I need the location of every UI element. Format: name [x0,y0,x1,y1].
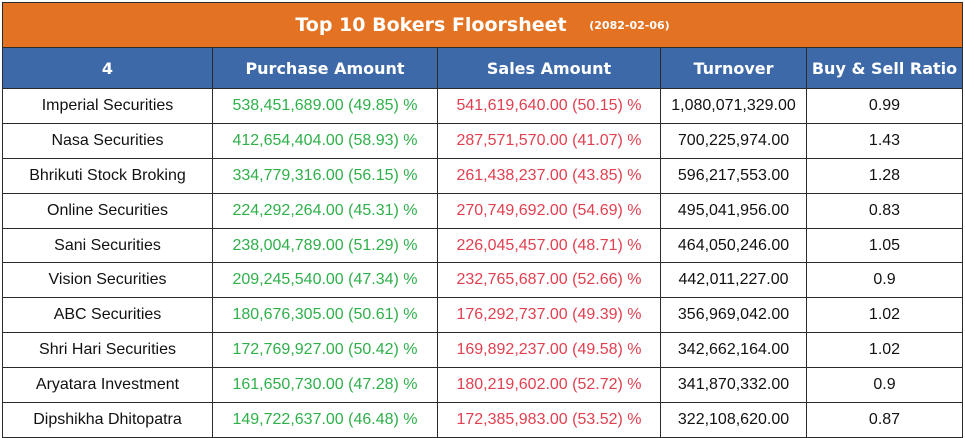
title-bar: Top 10 Bokers Floorsheet (2082-02-06) [2,2,963,48]
turnover: 442,011,227.00 [660,262,807,299]
turnover: 356,969,042.00 [660,297,807,334]
broker-name: Bhrikuti Stock Broking [2,157,213,194]
sales-amount: 176,292,737.00 (49.39) % [437,297,661,334]
buy-sell-ratio: 1.43 [806,122,963,159]
table-row: Imperial Securities 538,451,689.00 (49.8… [2,88,963,124]
header-sales-amount: Sales Amount [437,47,661,89]
broker-name: Nasa Securities [2,122,213,159]
header-purchase-amount: Purchase Amount [212,47,438,89]
turnover: 1,080,071,329.00 [660,88,807,124]
turnover: 495,041,956.00 [660,192,807,229]
broker-name: Sani Securities [2,227,213,264]
buy-sell-ratio: 0.99 [806,88,963,124]
header-buy-sell-ratio: Buy & Sell Ratio [806,47,963,89]
turnover: 464,050,246.00 [660,227,807,264]
broker-name: Shri Hari Securities [2,332,213,369]
buy-sell-ratio: 0.9 [806,367,963,404]
purchase-amount: 538,451,689.00 (49.85) % [212,88,438,124]
turnover: 342,662,164.00 [660,332,807,369]
turnover: 700,225,974.00 [660,122,807,159]
purchase-amount: 209,245,540.00 (47.34) % [212,262,438,299]
sales-amount: 180,219,602.00 (52.72) % [437,367,661,404]
buy-sell-ratio: 0.9 [806,262,963,299]
purchase-amount: 238,004,789.00 (51.29) % [212,227,438,264]
broker-name: Vision Securities [2,262,213,299]
buy-sell-ratio: 1.02 [806,332,963,369]
sales-amount: 226,045,457.00 (48.71) % [437,227,661,264]
header-row: 4 Purchase Amount Sales Amount Turnover … [2,47,963,89]
table-row: Shri Hari Securities 172,769,927.00 (50.… [2,332,963,369]
sales-amount: 270,749,692.00 (54.69) % [437,192,661,229]
broker-name: Imperial Securities [2,88,213,124]
turnover: 596,217,553.00 [660,157,807,194]
buy-sell-ratio: 1.05 [806,227,963,264]
sales-amount: 232,765,687.00 (52.66) % [437,262,661,299]
buy-sell-ratio: 1.02 [806,297,963,334]
broker-name: Online Securities [2,192,213,229]
table-row: Nasa Securities 412,654,404.00 (58.93) %… [2,122,963,159]
table-row: Online Securities 224,292,264.00 (45.31)… [2,192,963,229]
buy-sell-ratio: 0.83 [806,192,963,229]
purchase-amount: 412,654,404.00 (58.93) % [212,122,438,159]
table-row: ABC Securities 180,676,305.00 (50.61) % … [2,297,963,334]
sales-amount: 541,619,640.00 (50.15) % [437,88,661,124]
report-date: (2082-02-06) [589,19,670,32]
purchase-amount: 161,650,730.00 (47.28) % [212,367,438,404]
buy-sell-ratio: 0.87 [806,402,963,438]
turnover: 341,870,332.00 [660,367,807,404]
buy-sell-ratio: 1.28 [806,157,963,194]
table-row: Aryatara Investment 161,650,730.00 (47.2… [2,367,963,404]
sales-amount: 287,571,570.00 (41.07) % [437,122,661,159]
sales-amount: 169,892,237.00 (49.58) % [437,332,661,369]
purchase-amount: 334,779,316.00 (56.15) % [212,157,438,194]
table-row: Dipshikha Dhitopatra 149,722,637.00 (46.… [2,402,963,438]
purchase-amount: 180,676,305.00 (50.61) % [212,297,438,334]
table-row: Sani Securities 238,004,789.00 (51.29) %… [2,227,963,264]
sales-amount: 261,438,237.00 (43.85) % [437,157,661,194]
header-turnover: Turnover [660,47,807,89]
purchase-amount: 149,722,637.00 (46.48) % [212,402,438,438]
purchase-amount: 224,292,264.00 (45.31) % [212,192,438,229]
broker-name: Aryatara Investment [2,367,213,404]
broker-name: ABC Securities [2,297,213,334]
broker-name: Dipshikha Dhitopatra [2,402,213,438]
table-row: Bhrikuti Stock Broking 334,779,316.00 (5… [2,157,963,194]
purchase-amount: 172,769,927.00 (50.42) % [212,332,438,369]
sales-amount: 172,385,983.00 (53.52) % [437,402,661,438]
turnover: 322,108,620.00 [660,402,807,438]
table-row: Vision Securities 209,245,540.00 (47.34)… [2,262,963,299]
header-broker: 4 [2,47,213,89]
table-title: Top 10 Bokers Floorsheet [295,14,567,36]
